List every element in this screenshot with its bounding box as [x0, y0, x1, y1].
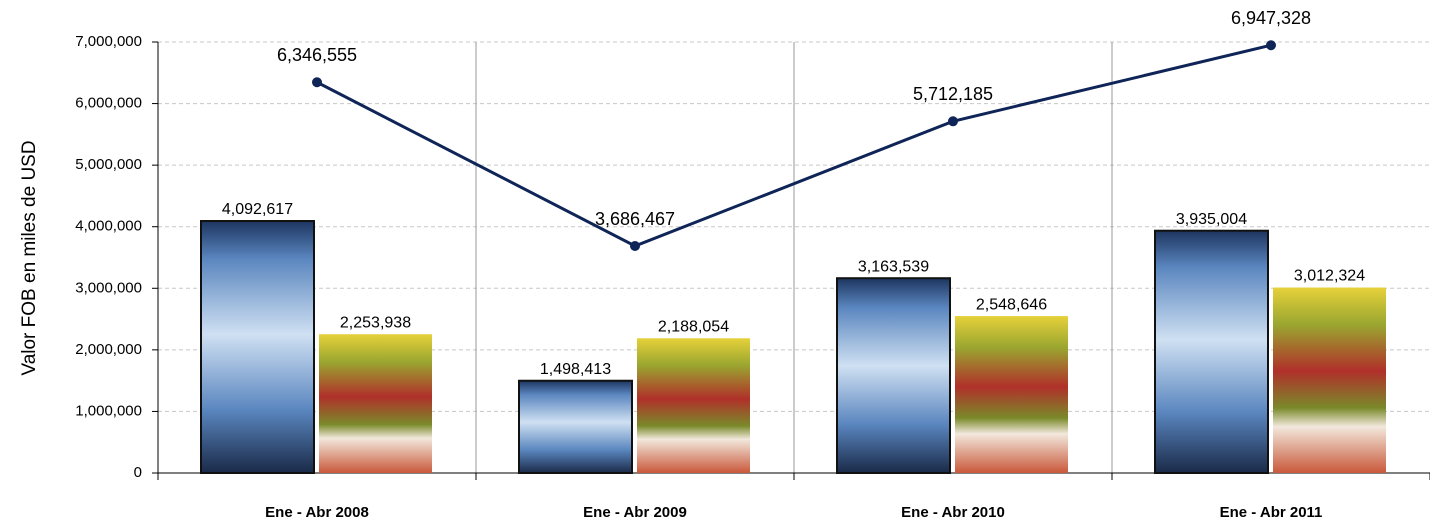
x-tick-label: Ene - Abr 2011	[1220, 504, 1323, 521]
y-tick-label: 2,000,000	[75, 341, 142, 358]
line-point	[1266, 40, 1276, 51]
y-tick-label: 5,000,000	[75, 156, 142, 173]
bar-value-label: 3,163,539	[858, 258, 929, 275]
line-value-label: 6,947,328	[1231, 8, 1311, 28]
line	[316, 43, 1272, 248]
line-value-label: 6,346,555	[277, 45, 357, 65]
y-tick-label: 0	[134, 464, 142, 481]
bar-value-label: 4,092,617	[222, 201, 293, 218]
bar-value-label: 3,012,324	[1294, 268, 1365, 285]
bar	[1154, 229, 1269, 474]
bar	[637, 338, 750, 473]
y-tick-label: 4,000,000	[75, 218, 142, 235]
y-tick-label: 6,000,000	[75, 95, 142, 112]
line-value-label: 3,686,467	[595, 209, 675, 229]
bar	[200, 220, 315, 474]
bar	[319, 334, 432, 473]
bar	[955, 316, 1068, 473]
bar-value-label: 3,935,004	[1176, 211, 1247, 228]
line-point	[630, 241, 640, 252]
bar-value-label: 1,498,413	[540, 361, 611, 378]
bar-value-label: 2,188,054	[658, 318, 729, 335]
y-axis-label: Valor FOB en miles de USD	[19, 140, 40, 375]
x-tick-label: Ene - Abr 2008	[265, 504, 369, 521]
bar-value-label: 2,253,938	[340, 314, 411, 331]
bar	[518, 379, 633, 474]
bar-value-label: 2,548,646	[976, 296, 1047, 313]
line-point	[312, 77, 322, 88]
x-tick-label: Ene - Abr 2009	[583, 504, 687, 521]
y-tick-label: 3,000,000	[75, 279, 142, 296]
bar	[1273, 287, 1386, 473]
line-value-label: 5,712,185	[913, 84, 993, 104]
y-tick-label: 7,000,000	[75, 33, 142, 50]
x-tick-label: Ene - Abr 2010	[901, 504, 1005, 521]
line-point	[948, 116, 958, 127]
y-tick-label: 1,000,000	[75, 402, 142, 419]
bar	[836, 277, 951, 474]
